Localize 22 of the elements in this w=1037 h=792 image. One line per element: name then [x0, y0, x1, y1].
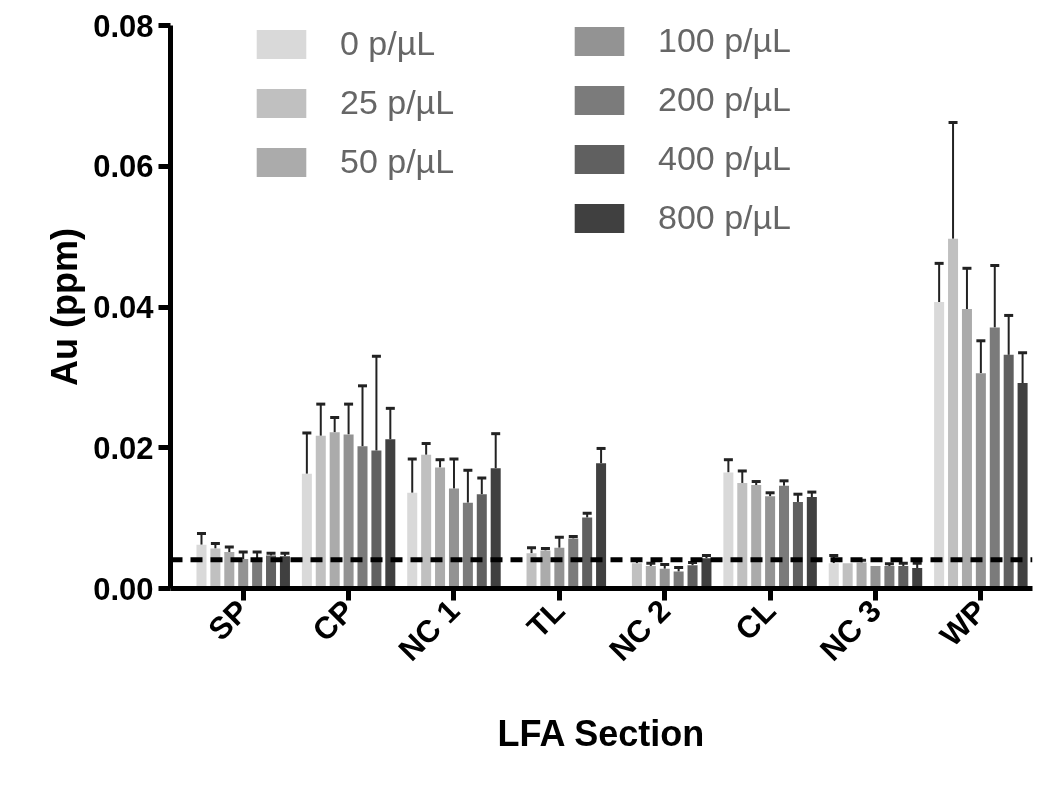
x-axis-title: LFA Section: [497, 713, 705, 755]
x-tick-label: SP: [201, 593, 256, 648]
x-tick-label: CP: [305, 593, 361, 649]
y-tick-label: 0.02: [93, 430, 154, 466]
legend-label: 50 p/µL: [340, 142, 455, 181]
legend-label: 800 p/µL: [658, 198, 792, 237]
y-tick-label: 0.04: [93, 290, 155, 325]
legend-label: 100 p/µL: [658, 24, 792, 60]
x-tick-label: CL: [728, 593, 783, 648]
legend-label: 0 p/µL: [340, 24, 436, 63]
legend-label: 200 p/µL: [658, 80, 792, 119]
legend-label: 25 p/µL: [340, 83, 455, 122]
x-tick-label: WP: [933, 593, 994, 654]
y-tick-label: 0.00: [93, 571, 154, 607]
x-tick-label: NC 1: [391, 593, 467, 668]
y-tick-label: 0.08: [93, 8, 154, 44]
y-tick-label: 0.06: [93, 149, 154, 185]
x-tick-label: TL: [520, 593, 572, 645]
x-tick-label: NC 2: [602, 593, 678, 668]
y-axis-title: Au (ppm): [44, 228, 86, 386]
legend-label: 400 p/µL: [658, 139, 792, 178]
x-tick-label: NC 3: [813, 593, 888, 668]
